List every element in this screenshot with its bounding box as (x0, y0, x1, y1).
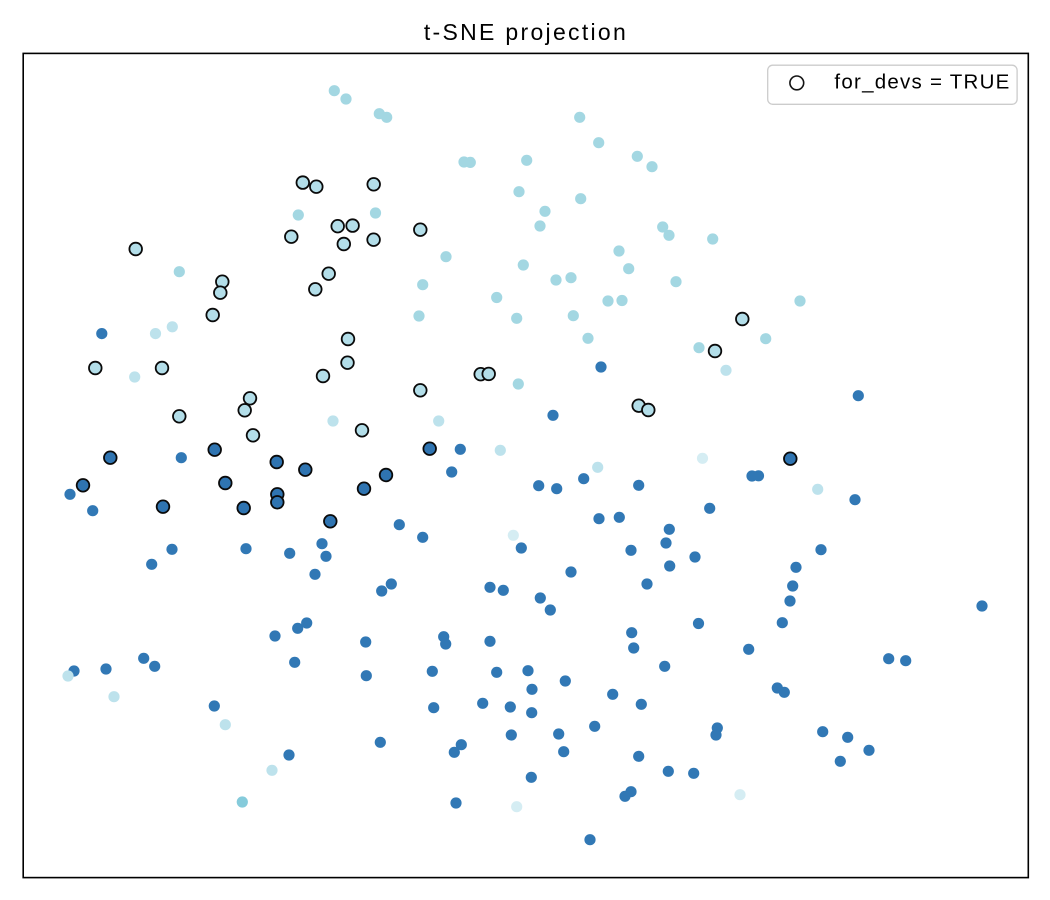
svg-text:t-SNE projection: t-SNE projection (424, 19, 628, 45)
svg-text:for_devs = TRUE: for_devs = TRUE (834, 70, 1010, 93)
